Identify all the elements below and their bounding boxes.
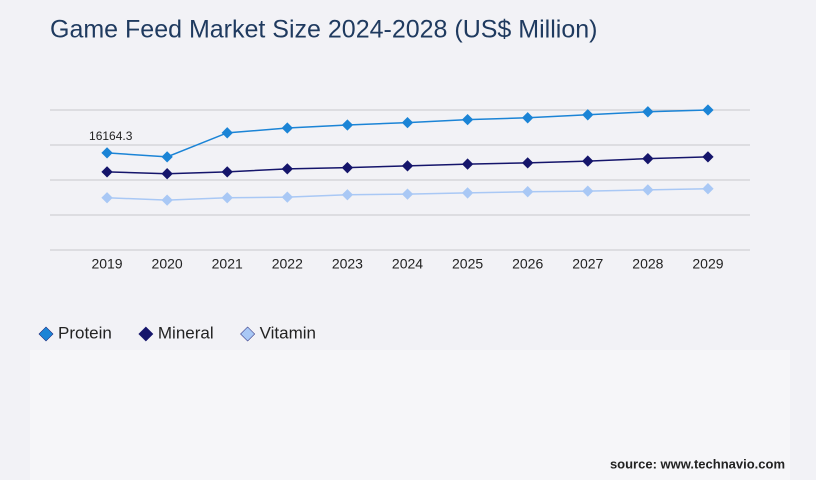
- point: [582, 185, 594, 197]
- x-tick-label: 2021: [212, 256, 243, 272]
- legend-marker: [240, 326, 256, 342]
- point: [101, 147, 113, 159]
- legend-label: Vitamin: [260, 323, 316, 342]
- x-tick-label: 2028: [632, 256, 663, 272]
- x-tick-label: 2026: [512, 256, 543, 272]
- point: [161, 168, 173, 180]
- point: [461, 113, 474, 126]
- point: [461, 158, 474, 170]
- point: [101, 166, 113, 178]
- point: [702, 151, 714, 163]
- legend-label: Mineral: [158, 323, 214, 342]
- legend-marker: [38, 326, 54, 342]
- data-label: 16164.3: [89, 129, 133, 143]
- legend-label: Protein: [58, 323, 112, 342]
- point: [221, 166, 233, 178]
- point: [522, 112, 534, 124]
- chart-title: Game Feed Market Size 2024-2028 (US$ Mil…: [50, 16, 597, 44]
- point: [401, 116, 414, 129]
- x-tick-label: 2022: [272, 256, 303, 272]
- point: [101, 192, 113, 204]
- point: [341, 162, 354, 174]
- point: [341, 119, 354, 131]
- point: [582, 109, 594, 121]
- point: [642, 184, 654, 196]
- x-tick-label: 2020: [152, 256, 183, 272]
- legend-marker: [138, 326, 154, 342]
- point: [642, 153, 654, 165]
- point: [221, 192, 233, 204]
- x-tick-label: 2025: [452, 256, 483, 272]
- point: [401, 160, 414, 172]
- point: [281, 191, 293, 203]
- point: [161, 151, 173, 163]
- x-tick-label: 2023: [332, 256, 363, 272]
- point: [461, 187, 474, 199]
- point: [522, 157, 534, 169]
- source: source: www.technavio.com: [610, 456, 785, 471]
- point: [582, 155, 594, 167]
- point: [281, 163, 293, 175]
- point: [161, 194, 173, 206]
- x-tick-label: 2024: [392, 256, 423, 272]
- point: [401, 188, 414, 200]
- point: [221, 127, 233, 139]
- point: [642, 106, 654, 118]
- point: [341, 189, 354, 201]
- point: [281, 122, 293, 134]
- point: [522, 186, 534, 198]
- panel: [30, 350, 790, 480]
- x-tick-label: 2019: [91, 256, 122, 272]
- point: [702, 183, 714, 195]
- x-tick-label: 2027: [572, 256, 603, 272]
- point: [702, 104, 714, 116]
- x-tick-label: 2029: [692, 256, 723, 272]
